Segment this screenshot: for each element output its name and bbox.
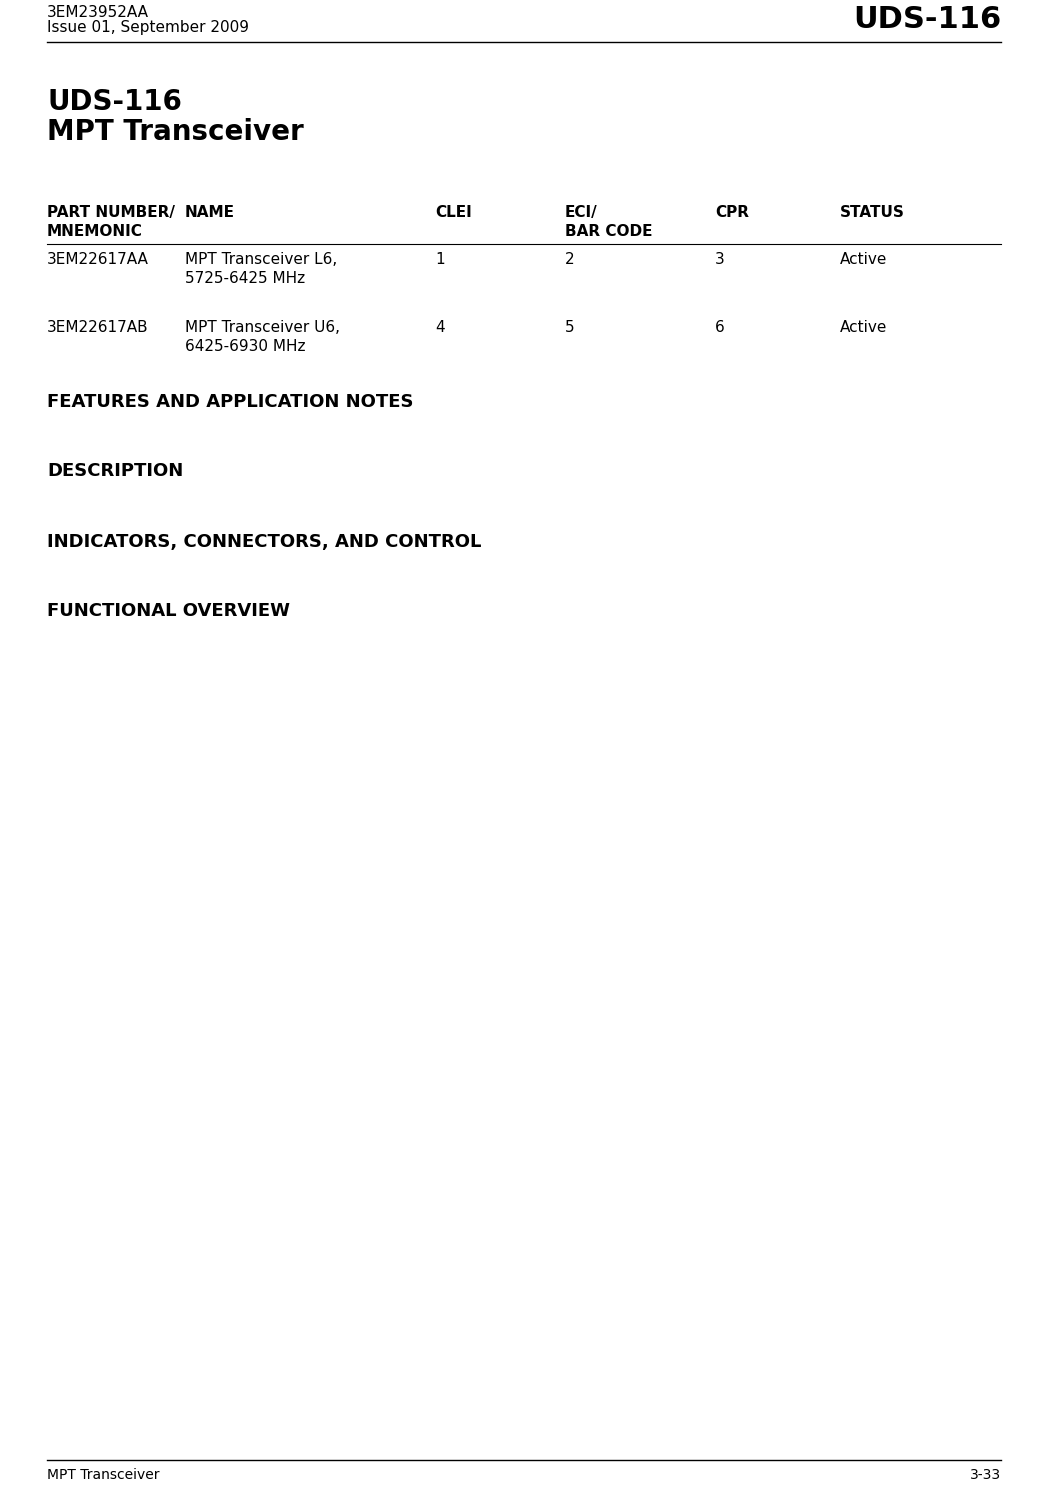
Text: NAME: NAME xyxy=(185,205,235,220)
Text: CPR: CPR xyxy=(715,205,749,220)
Text: 6: 6 xyxy=(715,319,725,334)
Text: 3: 3 xyxy=(715,252,725,267)
Text: FUNCTIONAL OVERVIEW: FUNCTIONAL OVERVIEW xyxy=(47,603,290,621)
Text: UDS-116: UDS-116 xyxy=(853,4,1001,34)
Text: STATUS: STATUS xyxy=(840,205,904,220)
Text: MPT Transceiver: MPT Transceiver xyxy=(47,118,304,145)
Text: DESCRIPTION: DESCRIPTION xyxy=(47,462,183,480)
Text: 2: 2 xyxy=(565,252,574,267)
Text: Active: Active xyxy=(840,319,888,334)
Text: Issue 01, September 2009: Issue 01, September 2009 xyxy=(47,19,249,34)
Text: 3EM23952AA: 3EM23952AA xyxy=(47,4,149,19)
Text: 5: 5 xyxy=(565,319,574,334)
Text: CLEI: CLEI xyxy=(435,205,472,220)
Text: 3EM22617AA: 3EM22617AA xyxy=(47,252,149,267)
Text: 1: 1 xyxy=(435,252,444,267)
Text: MPT Transceiver U6,
6425-6930 MHz: MPT Transceiver U6, 6425-6930 MHz xyxy=(185,319,340,354)
Text: INDICATORS, CONNECTORS, AND CONTROL: INDICATORS, CONNECTORS, AND CONTROL xyxy=(47,534,481,552)
Text: Active: Active xyxy=(840,252,888,267)
Text: MPT Transceiver L6,
5725-6425 MHz: MPT Transceiver L6, 5725-6425 MHz xyxy=(185,252,337,286)
Text: PART NUMBER/
MNEMONIC: PART NUMBER/ MNEMONIC xyxy=(47,205,175,238)
Text: 3EM22617AB: 3EM22617AB xyxy=(47,319,149,334)
Text: MPT Transceiver: MPT Transceiver xyxy=(47,1468,159,1483)
Text: 4: 4 xyxy=(435,319,444,334)
Text: FEATURES AND APPLICATION NOTES: FEATURES AND APPLICATION NOTES xyxy=(47,393,414,411)
Text: UDS-116: UDS-116 xyxy=(47,88,182,115)
Text: 3-33: 3-33 xyxy=(969,1468,1001,1483)
Text: ECI/
BAR CODE: ECI/ BAR CODE xyxy=(565,205,653,238)
